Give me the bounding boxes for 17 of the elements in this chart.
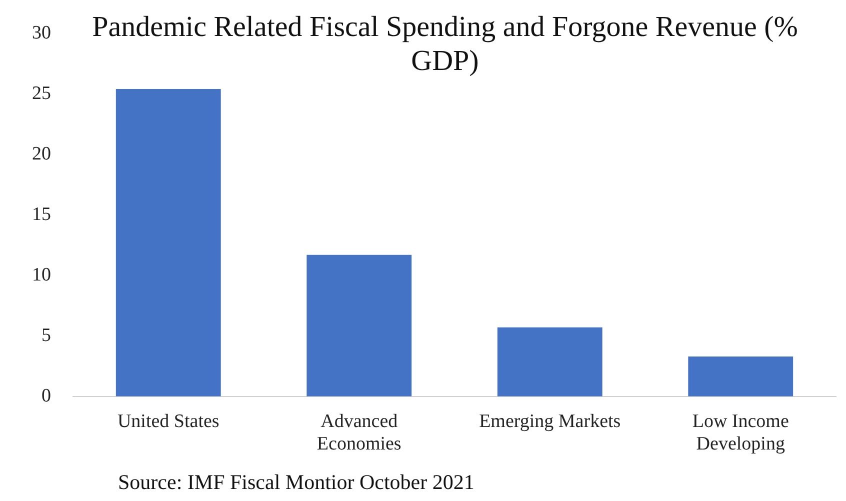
bar [306,254,412,396]
y-tick-label: 10 [32,264,51,286]
y-tick-label: 5 [42,324,51,346]
x-tick-label: Emerging Markets [479,410,621,432]
bar [116,89,221,396]
x-tick-label: United States [117,410,220,432]
y-tick-label: 20 [32,143,51,164]
x-tick-label: Advanced Economies [316,410,402,455]
bar [688,356,794,396]
x-tick-label: Low Income Developing [692,410,789,455]
bar [497,327,602,396]
y-tick-label: 15 [32,204,51,225]
chart-title: Pandemic Related Fiscal Spending and Forgone Revenue (% GDP) [91,10,799,78]
y-tick-label: 25 [32,82,51,104]
y-tick-label: 30 [32,22,51,44]
source-note: Source: IMF Fiscal Montior October 2021 [118,470,474,495]
y-tick-label: 0 [42,385,51,406]
